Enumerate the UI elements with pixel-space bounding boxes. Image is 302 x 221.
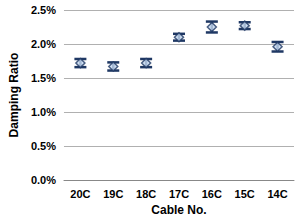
svg-text:17C: 17C [169,188,189,200]
svg-text:18C: 18C [136,188,156,200]
svg-text:Cable No.: Cable No. [151,203,206,217]
svg-text:2.0%: 2.0% [31,38,56,50]
svg-text:0.0%: 0.0% [31,174,56,186]
svg-text:20C: 20C [70,188,90,200]
svg-text:19C: 19C [103,188,123,200]
svg-text:15C: 15C [235,188,255,200]
svg-text:1.5%: 1.5% [31,72,56,84]
svg-text:Damping Ratio: Damping Ratio [7,53,21,138]
svg-text:16C: 16C [202,188,222,200]
svg-text:14C: 14C [267,188,287,200]
svg-text:1.0%: 1.0% [31,106,56,118]
svg-text:0.5%: 0.5% [31,140,56,152]
svg-text:2.5%: 2.5% [31,4,56,16]
